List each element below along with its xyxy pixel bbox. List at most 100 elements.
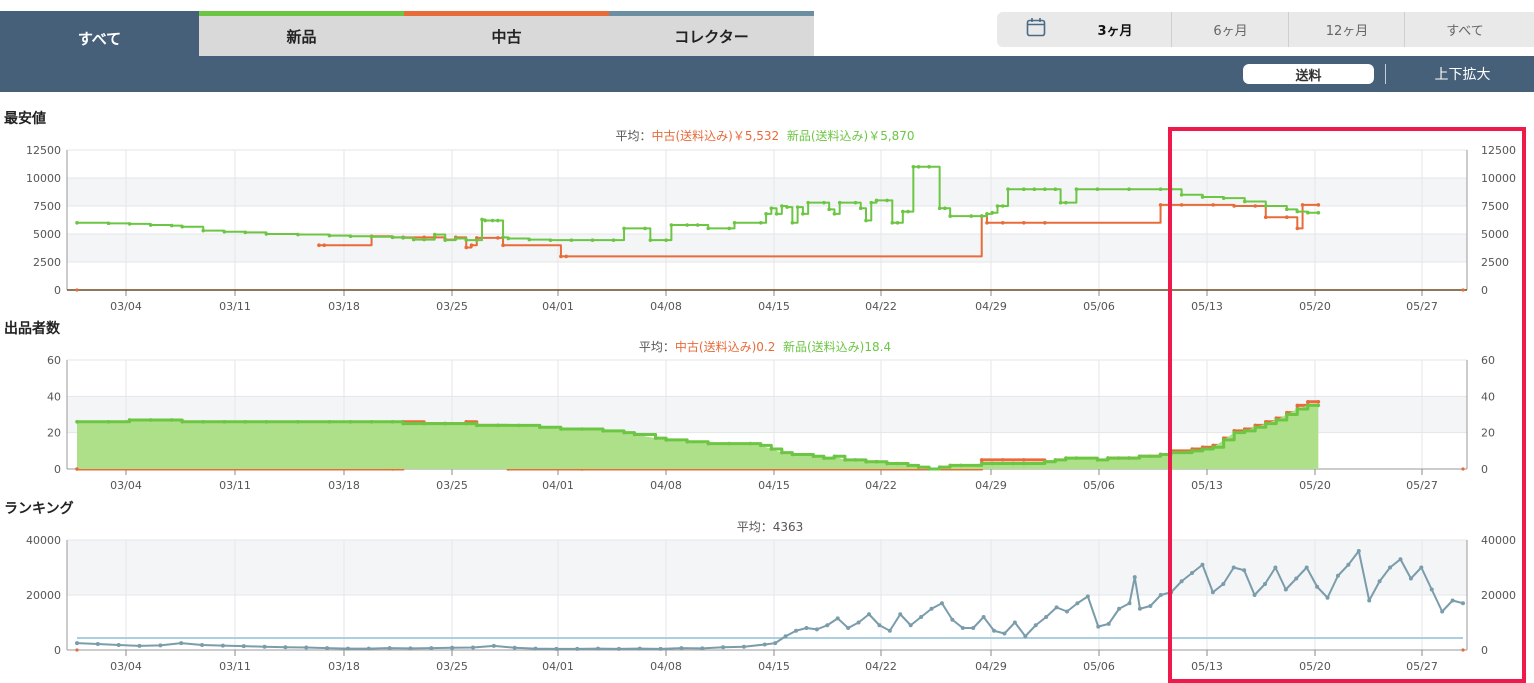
- data-point: [148, 223, 153, 227]
- data-point: [971, 626, 976, 630]
- range-12m[interactable]: 12ヶ月: [1288, 12, 1405, 47]
- data-point: [1043, 187, 1047, 191]
- data-point: [443, 421, 448, 426]
- shipping-toggle-button[interactable]: 送料: [1243, 64, 1374, 84]
- data-point: [506, 236, 511, 241]
- range-3m[interactable]: 3ヶ月: [1097, 24, 1133, 39]
- data-point: [759, 221, 763, 225]
- data-point: [453, 236, 458, 241]
- data-point: [658, 646, 663, 651]
- data-point: [106, 221, 111, 226]
- data-point: [1252, 593, 1257, 597]
- data-point: [1367, 598, 1372, 603]
- data-point: [769, 447, 774, 451]
- data-point: [1000, 458, 1005, 462]
- data-point: [1190, 571, 1195, 575]
- x-tick-label: 04/15: [758, 300, 790, 313]
- data-point: [943, 206, 947, 211]
- data-point: [616, 646, 621, 651]
- y-tick-label-right: 7500: [1481, 200, 1509, 213]
- tab-all[interactable]: すべて: [0, 11, 199, 92]
- y-tick-label-left: 10000: [26, 172, 61, 185]
- y-tick-label-right: 20000: [1481, 589, 1516, 602]
- chart-title-lowest-price: 最安値: [4, 111, 46, 127]
- data-point: [1231, 565, 1236, 570]
- data-point: [201, 228, 206, 233]
- tab-used[interactable]: 中古: [404, 11, 609, 56]
- data-point: [1022, 458, 1026, 462]
- data-point: [1044, 615, 1049, 619]
- x-tick-label: 05/06: [1083, 479, 1115, 492]
- data-point: [137, 643, 142, 648]
- calendar-icon[interactable]: [1026, 17, 1046, 37]
- data-point: [296, 232, 300, 237]
- data-point: [864, 459, 868, 464]
- data-point: [580, 427, 584, 431]
- data-point: [1210, 590, 1215, 595]
- data-point: [590, 238, 595, 242]
- data-point: [911, 165, 916, 169]
- data-point: [390, 235, 395, 240]
- y-tick-label-left: 7500: [33, 200, 61, 213]
- data-point: [1075, 601, 1080, 606]
- data-point: [1316, 403, 1321, 408]
- data-point: [1450, 598, 1455, 603]
- data-point: [1116, 456, 1121, 460]
- data-point: [1106, 456, 1110, 460]
- data-point: [1065, 609, 1069, 614]
- data-point: [317, 243, 321, 247]
- data-point: [895, 221, 900, 225]
- data-point: [369, 235, 374, 239]
- data-point: [1211, 445, 1215, 450]
- data-point: [887, 628, 892, 633]
- data-point: [1377, 579, 1382, 584]
- data-point: [774, 212, 779, 216]
- data-point: [1095, 458, 1100, 462]
- y-tick-label-left: 12500: [26, 144, 61, 157]
- data-point: [1148, 454, 1152, 459]
- data-point: [948, 214, 952, 218]
- x-tick-label: 05/27: [1406, 660, 1438, 673]
- data-point: [1022, 461, 1026, 466]
- data-point: [1285, 207, 1289, 212]
- data-point: [611, 238, 616, 242]
- data-point: [1033, 623, 1038, 628]
- data-point: [422, 421, 426, 426]
- data-point: [327, 233, 332, 238]
- tab-new[interactable]: 新品: [199, 11, 404, 56]
- data-point: [1179, 193, 1184, 197]
- data-point: [919, 615, 924, 619]
- tab-collector[interactable]: コレクター: [609, 11, 814, 56]
- data-point: [241, 644, 246, 649]
- x-tick-label: 03/25: [436, 660, 468, 673]
- data-point: [804, 626, 809, 630]
- data-point: [127, 222, 132, 226]
- data-point: [1242, 199, 1247, 204]
- range-6m[interactable]: 6ヶ月: [1171, 12, 1289, 47]
- range-all[interactable]: すべて: [1404, 12, 1525, 47]
- data-point: [432, 232, 437, 237]
- data-point: [773, 641, 778, 646]
- data-point: [422, 237, 426, 242]
- vertical-zoom-button[interactable]: 上下拡大: [1434, 67, 1491, 83]
- data-point: [648, 238, 653, 242]
- series-line-ranking: [76, 550, 1464, 650]
- data-point: [1232, 430, 1236, 435]
- data-point: [496, 218, 500, 223]
- x-tick-label: 05/13: [1191, 300, 1223, 313]
- x-tick-label: 04/29: [975, 660, 1007, 673]
- data-point: [296, 419, 300, 424]
- x-tick-label: 04/22: [865, 479, 897, 492]
- data-point: [1263, 204, 1268, 208]
- data-point: [220, 643, 225, 648]
- data-point: [1137, 454, 1142, 459]
- data-point: [471, 645, 475, 650]
- data-point: [832, 454, 837, 459]
- data-point: [1398, 557, 1403, 562]
- x-tick-label: 05/20: [1299, 479, 1331, 492]
- data-point: [1200, 195, 1205, 199]
- data-point: [948, 463, 952, 468]
- data-point: [491, 643, 496, 648]
- data-point: [706, 441, 710, 446]
- data-point: [95, 641, 100, 646]
